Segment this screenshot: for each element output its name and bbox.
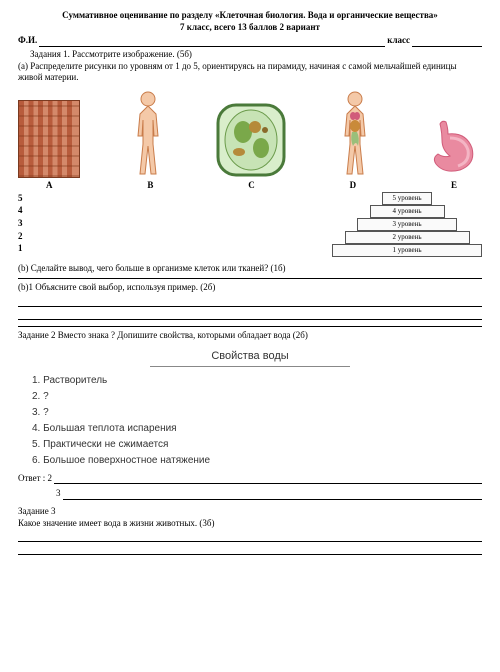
answer-3-blank[interactable] <box>63 490 483 500</box>
name-row: Ф.И. класс <box>18 35 482 47</box>
doc-title: Суммативное оценивание по разделу «Клето… <box>18 10 482 22</box>
prop-6: 6. Большое поверхностное натяжение <box>32 453 482 469</box>
task1-b1: (b)1 Объясните свой выбор, используя при… <box>18 282 482 294</box>
blank-b1-1[interactable] <box>18 295 482 307</box>
image-labels: А В С D Е <box>18 180 482 192</box>
image-a <box>18 100 80 178</box>
human-organs-icon <box>332 90 378 178</box>
pyr-4: 4 уровень <box>370 205 445 218</box>
plant-cell-icon <box>215 102 287 178</box>
tissue-icon <box>18 100 80 178</box>
task1-a-text: (а) Распределите рисунки по уровням от 1… <box>18 61 482 84</box>
num-2: 2 <box>18 230 23 243</box>
pyramid-row: 5 4 3 2 1 5 уровень 4 уровень 3 уровень … <box>18 192 482 257</box>
label-e: Е <box>451 180 457 192</box>
task3-heading: Задание 3 <box>18 506 482 518</box>
num-1: 1 <box>18 242 23 255</box>
pyr-1: 1 уровень <box>332 244 482 257</box>
answer-3-row: 3 <box>56 488 482 500</box>
image-d <box>332 90 378 178</box>
divider-1 <box>18 278 482 279</box>
class-blank[interactable] <box>412 38 482 47</box>
label-a: А <box>46 180 53 192</box>
pyr-3: 3 уровень <box>357 218 457 231</box>
answer-3-label: 3 <box>56 488 61 500</box>
props-list: 1. Растворитель 2. ? 3. ? 4. Большая теп… <box>32 373 482 469</box>
class-label: класс <box>387 35 410 47</box>
divider-2 <box>18 326 482 327</box>
doc-subtitle: 7 класс, всего 13 баллов 2 вариант <box>18 22 482 34</box>
prop-4: 4. Большая теплота испарения <box>32 421 482 437</box>
image-e <box>422 118 482 178</box>
task1-heading: Задания 1. Рассмотрите изображение. (5б) <box>18 49 482 61</box>
task3-text: Какое значение имеет вода в жизни животн… <box>18 518 482 530</box>
num-5: 5 <box>18 192 23 205</box>
images-row <box>18 88 482 178</box>
fi-blank[interactable] <box>39 38 385 47</box>
task1-b: (b) Сделайте вывод, чего больше в органи… <box>18 263 482 275</box>
label-c: С <box>248 180 255 192</box>
props-title: Свойства воды <box>18 349 482 363</box>
answer-2-label: Ответ : 2 <box>18 473 52 485</box>
props-underline <box>150 366 350 367</box>
label-b: В <box>147 180 153 192</box>
prop-3: 3. ? <box>32 405 482 421</box>
prop-5: 5. Практически не сжимается <box>32 437 482 453</box>
blank-t3-1[interactable] <box>18 530 482 542</box>
blank-b1-2[interactable] <box>18 308 482 320</box>
fi-label: Ф.И. <box>18 35 37 47</box>
task2-heading: Задание 2 Вместо знака ? Допишите свойст… <box>18 330 482 342</box>
image-c <box>215 102 287 178</box>
blank-t3-2[interactable] <box>18 543 482 555</box>
num-3: 3 <box>18 217 23 230</box>
answer-2-row: Ответ : 2 <box>18 473 482 485</box>
human-body-icon <box>125 90 171 178</box>
answer-2-blank[interactable] <box>54 474 482 484</box>
prop-1: 1. Растворитель <box>32 373 482 389</box>
label-d: D <box>350 180 357 192</box>
prop-2: 2. ? <box>32 389 482 405</box>
pyr-2: 2 уровень <box>345 231 470 244</box>
stomach-icon <box>422 118 482 178</box>
level-numbers: 5 4 3 2 1 <box>18 192 23 257</box>
image-b <box>125 90 171 178</box>
pyramid: 5 уровень 4 уровень 3 уровень 2 уровень … <box>332 192 482 257</box>
num-4: 4 <box>18 204 23 217</box>
pyr-5: 5 уровень <box>382 192 432 205</box>
